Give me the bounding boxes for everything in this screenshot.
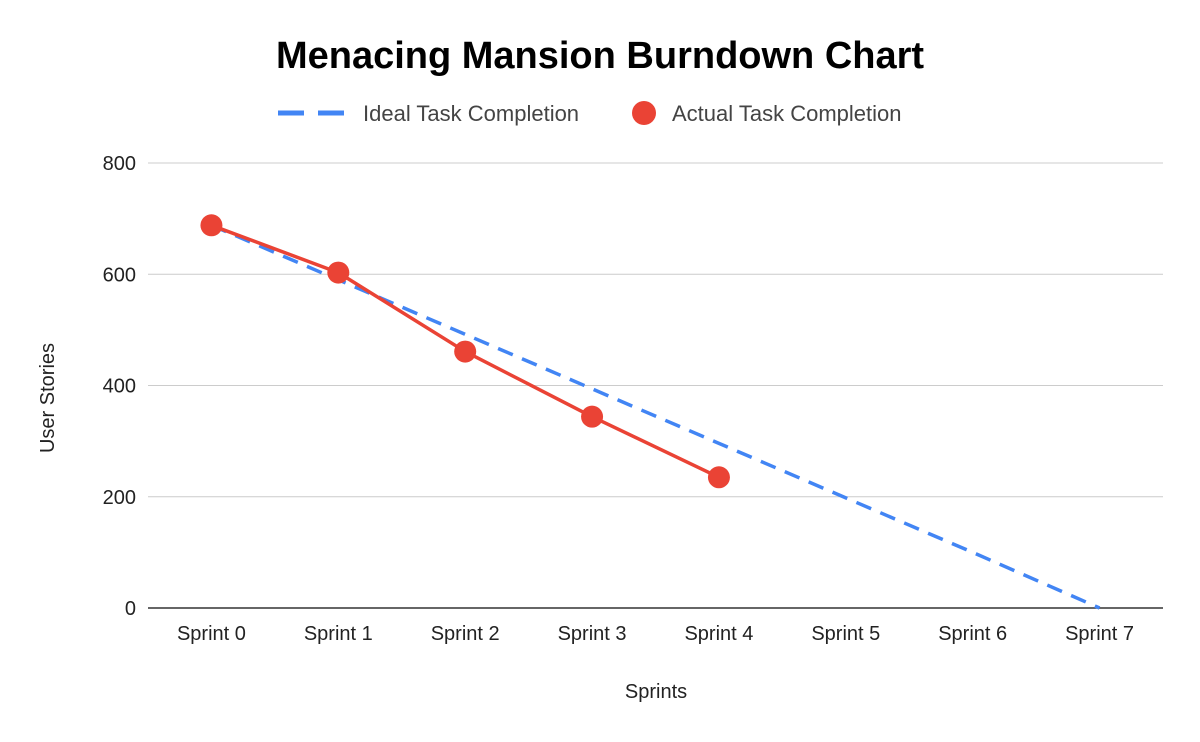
x-tick-label: Sprint 1: [304, 623, 373, 645]
data-point-actual[interactable]: [581, 405, 604, 428]
x-tick-label: Sprint 4: [684, 623, 753, 645]
data-point-actual[interactable]: [454, 340, 477, 363]
data-point-actual[interactable]: [327, 261, 350, 284]
y-tick-label: 600: [103, 264, 136, 286]
series-line-ideal: [210, 223, 1101, 610]
x-axis-ticks: Sprint 0 Sprint 1 Sprint 2 Sprint 3 Sprint 4…: [177, 623, 1134, 645]
gridlines: [148, 162, 1163, 609]
legend-swatch-actual: [632, 101, 656, 125]
y-axis-title: User Stories: [37, 343, 59, 453]
data-point-actual[interactable]: [707, 466, 730, 489]
legend-item-actual[interactable]: Actual Task Completion: [632, 101, 902, 126]
x-tick-label: Sprint 2: [431, 623, 500, 645]
y-tick-label: 0: [125, 598, 136, 620]
x-tick-label: Sprint 3: [558, 623, 627, 645]
series-plot-area: [200, 214, 1101, 610]
legend: Ideal Task Completion Actual Task Comple…: [278, 101, 902, 126]
x-tick-label: Sprint 5: [811, 623, 880, 645]
legend-label-ideal: Ideal Task Completion: [363, 101, 579, 126]
x-tick-label: Sprint 0: [177, 623, 246, 645]
chart-title: Menacing Mansion Burndown Chart: [276, 35, 924, 77]
legend-label-actual: Actual Task Completion: [672, 101, 902, 126]
legend-item-ideal[interactable]: Ideal Task Completion: [278, 101, 579, 126]
y-tick-label: 800: [103, 153, 136, 175]
x-tick-label: Sprint 7: [1065, 623, 1134, 645]
data-point-actual[interactable]: [200, 214, 223, 237]
y-tick-label: 400: [103, 376, 136, 398]
x-tick-label: Sprint 6: [938, 623, 1007, 645]
x-axis-title: Sprints: [625, 681, 687, 703]
y-axis-ticks: 0 200 400 600 800: [103, 153, 136, 620]
y-tick-label: 200: [103, 487, 136, 509]
